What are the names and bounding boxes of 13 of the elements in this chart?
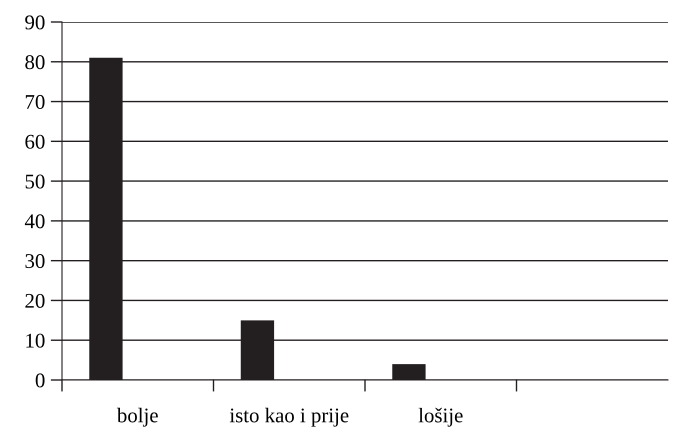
y-tick-label: 90 <box>25 15 45 30</box>
y-tick-label: 0 <box>36 373 45 388</box>
y-tick-label: 80 <box>25 55 45 70</box>
y-tick-label: 70 <box>26 94 45 109</box>
y-tick-label: 60 <box>25 134 45 149</box>
x-tick-label: bolje <box>116 408 158 427</box>
y-tick-label: 50 <box>26 174 45 189</box>
x-tick-label: lošije <box>418 408 463 427</box>
x-tick-label: isto kao i prije <box>230 408 348 427</box>
y-tick-label: 10 <box>26 334 45 348</box>
y-tick-label: 20 <box>25 294 45 308</box>
y-tick-label: 30 <box>25 254 45 268</box>
y-tick-label: 40 <box>24 214 45 228</box>
